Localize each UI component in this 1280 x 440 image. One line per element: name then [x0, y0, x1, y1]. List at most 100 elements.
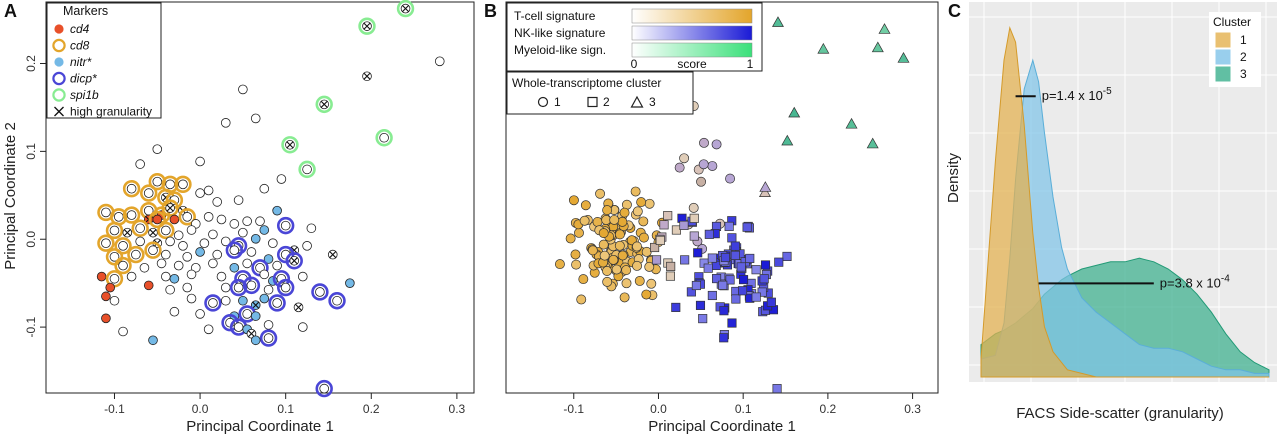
panel-b-point-circle — [632, 241, 642, 252]
panel-b-point-square — [772, 384, 782, 394]
panel-a-point — [203, 324, 214, 335]
panel-a-scatter: -0.1 0.0 0.1 0.2 0.3 -0.1 0.0 0.1 0.2 Principal … — [2, 0, 475, 435]
panel-a-point — [105, 282, 115, 293]
legend-scale-min: 0 — [631, 57, 638, 71]
panel-a-point — [109, 295, 120, 306]
panel-b-point-square — [704, 229, 714, 239]
panel-a-point — [229, 219, 240, 229]
panel-b-point-circle — [565, 233, 576, 244]
panel-letter-b: B — [484, 1, 497, 21]
cd8-ring-icon — [52, 38, 66, 53]
panel-a-point — [122, 180, 141, 198]
panel-a-point — [281, 136, 299, 154]
panel-b-point-triangle — [817, 42, 830, 54]
panel-a-point — [204, 294, 222, 312]
panel-a-point — [276, 174, 287, 184]
panel-a-y-tick-label: 0.1 — [24, 143, 38, 160]
panel-a-point — [96, 271, 107, 282]
panel-a-point — [182, 282, 193, 293]
panel-a-point — [220, 118, 231, 128]
legend-entry-cd4: cd4 — [54, 22, 90, 36]
legend-label-nitr: nitr* — [70, 55, 92, 69]
panel-b-x-tick-label: 0.1 — [735, 402, 752, 416]
legend-cluster-entry-2: 2 — [1214, 48, 1247, 66]
panel-b-point-circle — [578, 274, 589, 285]
legend-cluster-3-label: 3 — [649, 95, 656, 109]
panel-b-cluster-legend-title: Whole-transcriptome cluster — [512, 76, 661, 90]
panel-a-legend: Markers cd4 cd8 nitr* dicp* spi1b high granul… — [46, 2, 162, 119]
panel-a-point — [148, 172, 166, 191]
panel-b-point-square — [727, 318, 737, 328]
panel-b-point-circle — [614, 240, 625, 251]
panel-b-point-square — [760, 260, 771, 270]
panel-b-point-circle — [602, 276, 613, 287]
panel-b-point-square — [745, 253, 755, 263]
panel-b-x-axis-title: Principal Coordinate 1 — [648, 418, 796, 435]
panel-a-point — [238, 84, 248, 95]
panel-b-point-square — [680, 255, 690, 265]
panel-a-point — [276, 216, 295, 235]
panel-b-point-square — [737, 286, 748, 296]
panel-letter-a: A — [4, 1, 17, 21]
panel-a-points — [96, 0, 445, 398]
panel-a-point — [199, 238, 210, 248]
panel-a-point — [220, 236, 231, 247]
panel-b-x-tick-label: -0.1 — [563, 402, 584, 416]
panel-b-point-triangle — [878, 23, 891, 34]
panel-c-x-axis-title: FACS Side-scatter (granularity) — [1016, 405, 1224, 422]
panel-a-y-tick-label: 0.2 — [24, 55, 38, 72]
panel-a-point — [203, 212, 214, 222]
legend-scale-max: 1 — [747, 57, 754, 71]
pvalue-label-2: p=3.8 x 10-4 — [1160, 273, 1230, 290]
panel-a-point — [165, 284, 175, 295]
panel-b-point-square — [695, 300, 706, 310]
panel-a-point — [242, 258, 252, 269]
panel-a-point — [101, 291, 111, 302]
panel-a-point — [306, 223, 317, 234]
panel-b-point-square — [742, 222, 752, 232]
panel-a-point — [246, 247, 257, 257]
panel-b-point-square — [689, 231, 699, 241]
panel-b-point-circle — [599, 250, 610, 261]
panel-a-legend-box — [46, 2, 162, 119]
panel-a-point — [268, 238, 278, 248]
panel-b-point-circle — [595, 188, 606, 199]
panel-b-point-square — [730, 241, 740, 251]
panel-a-point — [148, 335, 158, 346]
panel-b-point-circle — [679, 153, 690, 164]
panel-c-density-areas — [980, 26, 1270, 378]
panel-b-points — [554, 16, 910, 394]
panel-a-point — [208, 229, 218, 240]
panel-b-point-circle — [611, 264, 622, 275]
panel-b-point-circle — [698, 159, 709, 170]
panel-b-point-circle — [725, 173, 736, 184]
legend-scale-label: score — [677, 57, 707, 71]
legend-myeloid-label: Myeloid-like sign. — [514, 43, 606, 57]
panel-b-point-circle — [614, 229, 625, 240]
panel-a-point — [375, 129, 393, 147]
legend-nk-gradient — [631, 25, 753, 41]
panel-a-point — [259, 183, 270, 194]
panel-b-point-circle — [696, 176, 707, 187]
panel-a-point — [396, 0, 415, 18]
panel-b-point-circle — [592, 216, 603, 227]
panel-b-point-triangle — [781, 134, 794, 146]
panel-a-point — [195, 188, 205, 198]
panel-b-point-circle — [574, 227, 584, 238]
panel-b-point-circle — [568, 195, 579, 206]
panel-a-y-axis-title: Principal Coordinate 2 — [2, 122, 19, 270]
panel-b-point-square — [698, 314, 708, 324]
legend-cluster-swatch-2 — [1214, 48, 1232, 66]
panel-a-point — [297, 271, 308, 282]
panel-b-point-circle — [630, 186, 641, 197]
panel-a-point — [161, 271, 171, 282]
panel-a-point — [126, 271, 137, 282]
panel-b-point-square — [719, 306, 729, 316]
panel-a-point — [195, 156, 205, 167]
panel-b-point-circle — [641, 246, 652, 257]
panel-a-point — [233, 195, 244, 205]
legend-cluster-label-3: 3 — [1240, 67, 1247, 81]
panel-a-point — [122, 206, 141, 224]
panel-a-point — [208, 258, 218, 269]
panel-a-point — [229, 262, 240, 273]
